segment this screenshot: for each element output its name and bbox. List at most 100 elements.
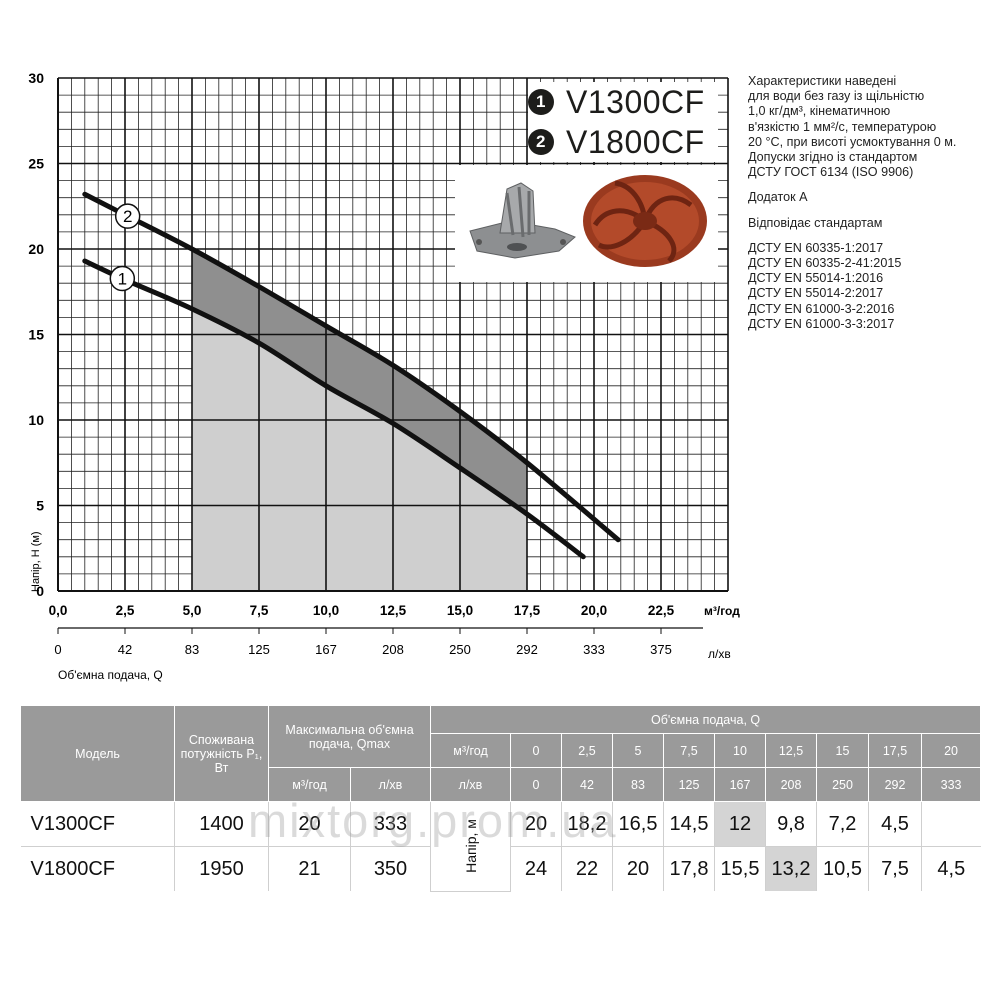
flow-lpm-row: м³/год л/хв л/хв 0 42 83 125 167 208 250 292 333 [21, 767, 982, 802]
flow-lpm-value: 333 [920, 767, 982, 802]
curve-1 [82, 258, 586, 560]
row-qmax-lpm: 350 [350, 846, 431, 891]
header-flow: Об'ємна подача, Q [429, 705, 982, 734]
row-power: 1950 [174, 846, 269, 891]
head-value: 7,5 [868, 846, 922, 891]
head-value: 22 [561, 846, 613, 891]
legend-label-1: V1300CF [566, 83, 705, 120]
spec-table: Модель Споживана потужність P₁, Вт Макси… [20, 705, 982, 892]
working-range-shading [192, 249, 527, 591]
header-qmax-lpm: л/хв [350, 767, 431, 802]
x-lpm-tick-label: 83 [185, 642, 199, 657]
note-line: ДСТУ EN 61000-3-2:2016 [748, 301, 895, 316]
x-tick-label: 17,5 [514, 603, 541, 618]
x-tick-label: 2,5 [116, 603, 135, 618]
header-model: Модель [20, 705, 175, 802]
diffuser-image [469, 182, 576, 259]
flow-lpm-value: 83 [612, 767, 664, 802]
note-line: ДСТУ EN 55014-2:2017 [748, 286, 884, 301]
head-value: 15,5 [714, 846, 766, 891]
row-model: V1300CF [20, 801, 175, 847]
x-tick-label: 20,0 [581, 603, 607, 618]
flow-m3-value: 7,5 [663, 733, 715, 768]
x-axis-unit-m3: м³/год [704, 604, 740, 618]
y-axis-label: Напір, H (м) [30, 531, 42, 592]
y-tick-label: 30 [28, 70, 44, 86]
flow-m3-value: 10 [714, 733, 766, 768]
curve-label-2: 2 [123, 207, 132, 226]
x-lpm-tick-label: 375 [650, 642, 672, 657]
row-qmax-lpm: 333 [350, 801, 431, 847]
legend-item-2: 2 V1800CF [528, 122, 718, 162]
y-tick-label: 15 [28, 327, 44, 343]
flow-m3-value: 12,5 [765, 733, 817, 768]
note-line: 1,0 кг/дм³, кінематичною [748, 104, 891, 119]
note-line: ДСТУ ГОСТ 6134 (ISO 9906) [748, 165, 914, 180]
x-tick-label: 22,5 [648, 603, 675, 618]
y-tick-label: 5 [36, 498, 44, 514]
header-qmax-m3: м³/год [268, 767, 351, 802]
curve-label-circle-2 [114, 203, 141, 229]
x-lpm-tick-label: 42 [118, 642, 132, 657]
x-lpm-tick-label: 125 [248, 642, 270, 657]
shade-region-band [192, 249, 527, 515]
x-lpm-tick-label: 250 [449, 642, 471, 657]
x-tick-label: 15,0 [447, 603, 473, 618]
notes-standards-title: Відповідає стандартам [748, 216, 993, 231]
note-line: ДСТУ EN 60335-1:2017 [748, 240, 884, 255]
shade-region-lower [192, 308, 527, 591]
conditions-notes: Характеристики наведені для води без газу… [748, 74, 993, 332]
flow-lpm-value: 292 [868, 767, 922, 802]
flow-lpm-value: 208 [765, 767, 817, 802]
legend-number-2: 2 [528, 129, 554, 155]
head-value [920, 801, 981, 847]
head-value: 7,2 [816, 801, 869, 847]
head-label: Напір, м [430, 801, 511, 892]
notes-standards-list: ДСТУ EN 60335-1:2017 ДСТУ EN 60335-2-41:2… [748, 241, 993, 332]
head-value: 12 [714, 801, 766, 847]
grid-major [57, 77, 729, 592]
flow-lpm-value: 125 [663, 767, 715, 802]
head-value: 17,8 [663, 846, 715, 891]
notes-conditions: Характеристики наведені для води без газу… [748, 74, 993, 180]
curves: 12 [82, 191, 621, 560]
table-row: V1300CF 1400 20 333 Напір, м 20 18,2 16,5 1… [20, 801, 981, 892]
legend-number-1: 1 [528, 89, 554, 115]
tick-labels: 0,0 2,5 5,0 7,5 10,0 12,5 15,0 17,5 20,0 22,5 0 42 8… [28, 70, 674, 657]
note-line: Допуски згідно із стандартом [748, 150, 918, 165]
note-line: Додаток А [748, 190, 808, 205]
curve-label-circle-1 [109, 265, 136, 292]
head-value: 18,2 [561, 801, 613, 847]
x-lpm-tick-label: 292 [516, 642, 538, 657]
x-tick-label: 5,0 [183, 603, 202, 618]
curve-label-1: 1 [118, 270, 127, 289]
x-lpm-tick-label: 333 [583, 642, 605, 657]
x-tick-label: 12,5 [380, 603, 407, 618]
x-tick-label: 7,5 [250, 603, 269, 618]
y-tick-label: 25 [28, 156, 44, 172]
head-value: 4,5 [868, 801, 922, 847]
header-qmax: Максимальна об'ємна подача, Qmax [268, 705, 431, 768]
note-line: в'язкістю 1 мм²/с, температурою [748, 119, 937, 134]
flow-m3-row: м³/год 0 2,5 5 7,5 10 12,5 15 17,5 20 [21, 733, 982, 768]
note-line: 20 °С, при висоті усмоктування 0 м. [748, 134, 957, 149]
flow-m3-value: 20 [920, 733, 982, 768]
x-axis-unit-lpm: л/хв [708, 647, 731, 661]
y-tick-label: 0 [36, 583, 44, 599]
legend-item-1: 1 V1300CF [528, 82, 718, 122]
head-value: 10,5 [816, 846, 869, 891]
flow-m3-value: 15 [816, 733, 869, 768]
flow-lpm-value: 167 [714, 767, 766, 802]
impeller-images [455, 165, 718, 282]
head-value: 24 [510, 846, 562, 891]
y-tick-label: 20 [28, 241, 44, 257]
row-qmax-m3: 20 [268, 801, 351, 847]
legend-label-2: V1800CF [566, 123, 705, 160]
row-power: 1400 [174, 801, 269, 847]
flow-m3-value: 17,5 [868, 733, 922, 768]
curve-2 [82, 191, 621, 543]
head-value: 20 [510, 801, 562, 847]
header-flow-m3: м³/год [430, 733, 511, 768]
row-qmax-m3: 21 [268, 846, 351, 891]
head-label-text: Напір, м [462, 819, 479, 874]
